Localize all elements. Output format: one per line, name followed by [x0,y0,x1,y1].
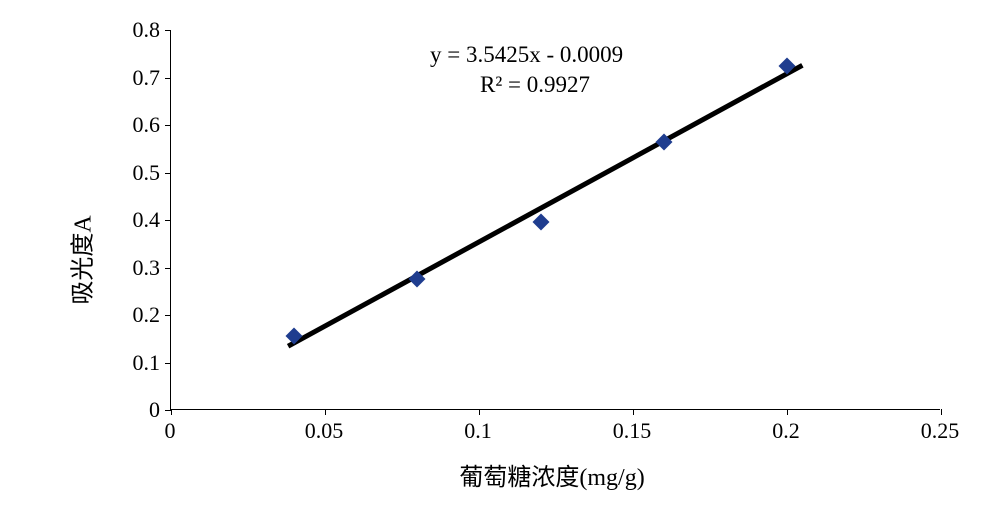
x-tick [479,409,480,415]
y-tick [165,220,171,221]
x-tick-label: 0.1 [464,418,492,444]
x-tick-label: 0 [165,418,176,444]
y-tick-label: 0.6 [60,112,160,138]
x-tick-label: 0.15 [613,418,652,444]
y-tick [165,30,171,31]
data-point [532,214,549,231]
y-tick [165,78,171,79]
x-tick [941,409,942,415]
chart-container: 吸光度A 葡萄糖浓度(mg/g) y = 3.5425x - 0.0009 R²… [60,20,970,500]
y-tick [165,315,171,316]
x-tick-label: 0.25 [921,418,960,444]
y-tick-label: 0.5 [60,160,160,186]
y-tick-label: 0.7 [60,65,160,91]
y-tick-label: 0.4 [60,207,160,233]
x-tick-label: 0.2 [772,418,800,444]
r-squared-annotation: R² = 0.9927 [480,72,590,98]
x-tick [633,409,634,415]
x-axis-title: 葡萄糖浓度(mg/g) [459,457,644,492]
x-tick [325,409,326,415]
y-tick-label: 0.8 [60,17,160,43]
x-tick [171,409,172,415]
y-tick [165,268,171,269]
y-tick [165,363,171,364]
y-tick-label: 0.2 [60,302,160,328]
x-tick [787,409,788,415]
y-tick-label: 0.3 [60,255,160,281]
equation-annotation: y = 3.5425x - 0.0009 [430,42,623,68]
trendline [287,64,804,349]
y-tick-label: 0.1 [60,350,160,376]
y-tick [165,125,171,126]
y-tick [165,173,171,174]
x-tick-label: 0.05 [305,418,344,444]
y-tick-label: 0 [60,397,160,423]
